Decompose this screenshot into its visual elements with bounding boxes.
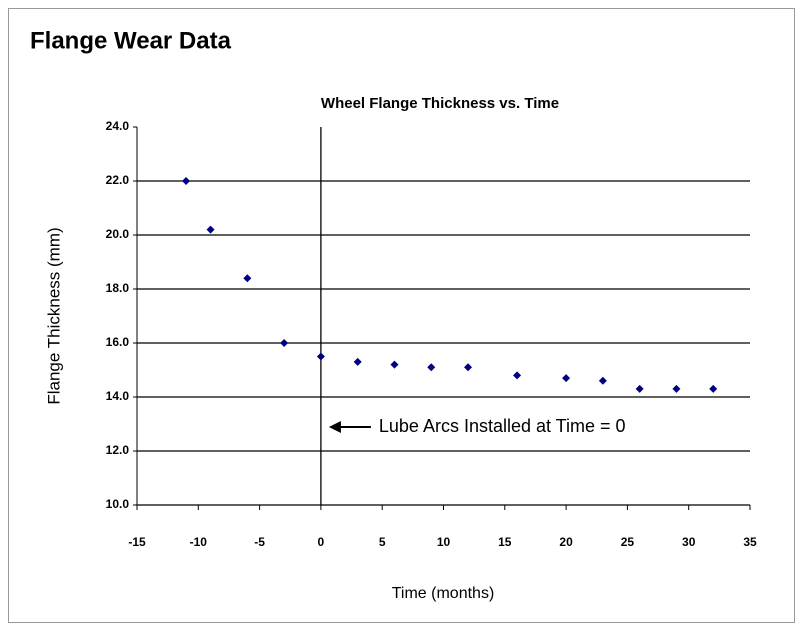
x-tick-label: -5 xyxy=(254,535,265,549)
y-tick-label: 24.0 xyxy=(106,119,130,133)
point xyxy=(562,374,571,383)
point xyxy=(390,360,399,369)
x-axis-label: Time (months) xyxy=(392,585,495,602)
point xyxy=(243,274,252,283)
y-tick-label: 10.0 xyxy=(106,497,130,511)
page-title: Flange Wear Data xyxy=(30,27,232,54)
y-tick-label: 22.0 xyxy=(106,173,130,187)
point xyxy=(316,352,325,361)
point xyxy=(182,177,191,185)
point xyxy=(672,384,681,393)
point xyxy=(206,225,215,234)
point xyxy=(598,376,607,385)
annotation-arrowhead xyxy=(328,421,341,433)
x-tick-label: 10 xyxy=(437,535,451,549)
y-tick-label: 16.0 xyxy=(106,335,130,349)
y-tick-label: 14.0 xyxy=(106,389,130,403)
point xyxy=(280,339,289,347)
point xyxy=(353,357,362,366)
x-tick-label: 15 xyxy=(498,535,512,549)
x-tick-label: -10 xyxy=(190,535,208,549)
x-tick-label: 5 xyxy=(379,535,386,549)
point xyxy=(709,384,718,393)
point xyxy=(427,363,436,372)
y-axis-label: Flange Thickness (mm) xyxy=(44,227,63,404)
y-tick-label: 12.0 xyxy=(106,443,130,457)
frame xyxy=(8,8,795,623)
x-tick-label: -15 xyxy=(128,535,146,549)
x-tick-label: 35 xyxy=(743,535,757,549)
x-tick-label: 25 xyxy=(621,535,635,549)
point xyxy=(513,371,522,380)
x-tick-label: 30 xyxy=(682,535,696,549)
y-tick-label: 20.0 xyxy=(106,227,130,241)
chart-title: Wheel Flange Thickness vs. Time xyxy=(321,95,559,112)
point xyxy=(464,363,473,372)
x-tick-label: 20 xyxy=(559,535,573,549)
x-tick-label: 0 xyxy=(318,535,325,549)
annotation: Lube Arcs Installed at Time = 0 xyxy=(379,416,626,436)
point xyxy=(635,384,644,393)
y-tick-label: 18.0 xyxy=(106,281,130,295)
